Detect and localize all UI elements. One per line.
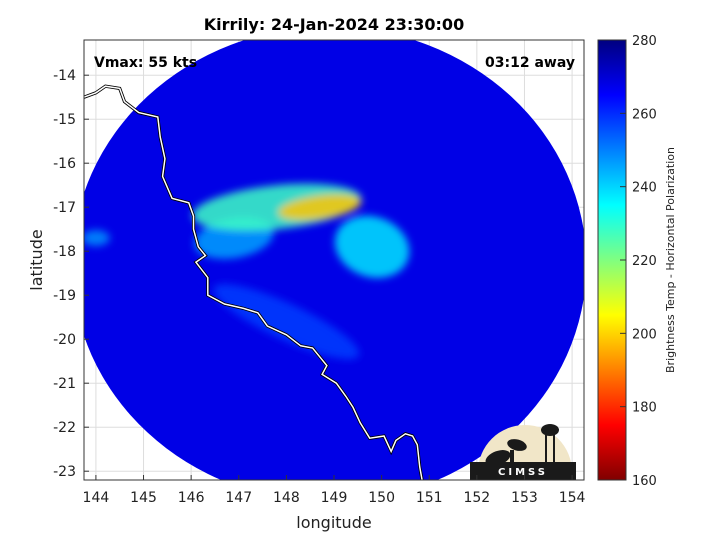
y-axis-label: latitude [27, 229, 46, 290]
y-tick-label: -14 [53, 68, 76, 84]
time-away-annotation: 03:12 away [485, 55, 575, 71]
brightness-swath [84, 40, 584, 480]
logo-text: CIMSS [498, 467, 548, 478]
x-tick-label: 151 [416, 490, 443, 506]
x-tick-label: 146 [178, 490, 205, 506]
cimss-logo: CIMSS [470, 424, 576, 480]
colorbar-ticks: 160 180 200 220 240 260 280 [620, 34, 657, 489]
plot-area: CIMSS [84, 40, 584, 480]
x-axis-label: longitude [296, 513, 371, 532]
y-tick-label: -20 [53, 332, 76, 348]
y-tick-label: -22 [53, 420, 76, 436]
y-tick-label: -23 [53, 464, 76, 480]
chart-title: Kirrily: 24-Jan-2024 23:30:00 [204, 15, 464, 34]
y-tick-label: -16 [53, 156, 76, 172]
x-tick-label: 153 [511, 490, 538, 506]
x-tick-label: 150 [368, 490, 395, 506]
colorbar-label: Brightness Temp - Horizontal Polarizatio… [664, 147, 677, 373]
colorbar-tick-label: 220 [632, 254, 657, 269]
x-tick-label: 152 [463, 490, 490, 506]
y-tick-label: -21 [53, 376, 76, 392]
x-tick-label: 154 [559, 490, 586, 506]
vmax-annotation: Vmax: 55 kts [94, 55, 197, 71]
storm-features [84, 183, 410, 360]
storm-feature-eyewall-core [278, 193, 362, 221]
x-tick-label: 147 [225, 490, 252, 506]
colorbar-tick-label: 160 [632, 474, 657, 489]
x-axis-ticks: 144 145 146 147 148 149 150 151 152 153 154 [83, 475, 586, 506]
storm-feature-eastern-band [334, 215, 410, 278]
coastline [84, 85, 423, 480]
colorbar-tick-label: 240 [632, 181, 657, 196]
y-tick-label: -18 [53, 244, 76, 260]
y-tick-label: -17 [53, 200, 76, 216]
x-tick-label: 144 [83, 490, 110, 506]
y-tick-label: -19 [53, 288, 76, 304]
colorbar-tick-label: 280 [632, 34, 657, 49]
y-axis-ticks: -14 -15 -16 -17 -18 -19 -20 -21 -22 -23 [53, 68, 89, 480]
colorbar-tick-label: 180 [632, 401, 657, 416]
colorbar-tick-label: 260 [632, 107, 657, 122]
colorbar-tick-label: 200 [632, 327, 657, 342]
y-tick-label: -15 [53, 112, 76, 128]
x-tick-label: 149 [321, 490, 348, 506]
x-tick-label: 148 [273, 490, 300, 506]
swath-disk [84, 40, 584, 480]
x-tick-label: 145 [130, 490, 157, 506]
storm-feature-coastal-band [213, 284, 360, 360]
storm-feature-isolated-cell [84, 230, 110, 246]
